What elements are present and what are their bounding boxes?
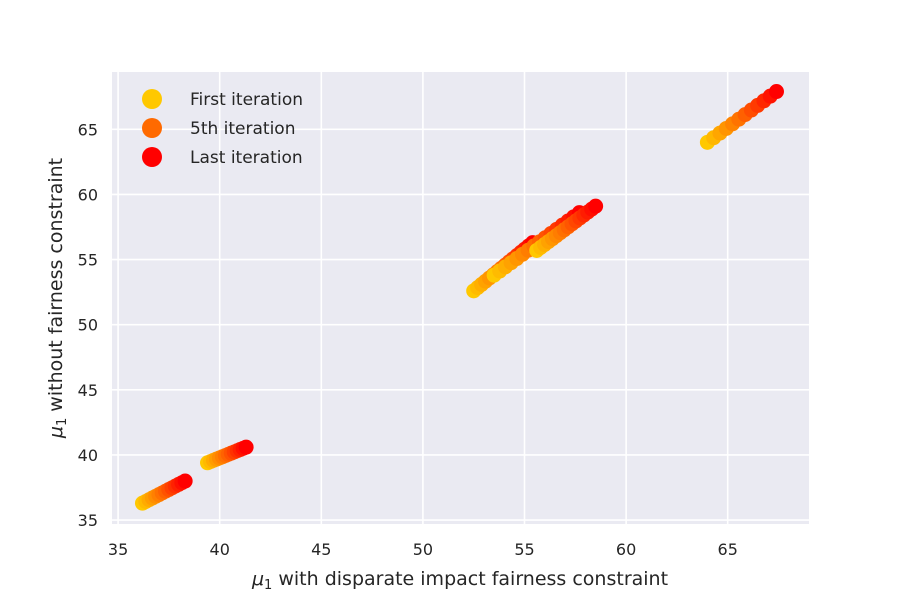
legend-marker-last	[142, 147, 162, 167]
legend-label-last: Last iteration	[190, 148, 303, 168]
x-tick-label: 40	[210, 540, 230, 559]
y-tick-label: 60	[78, 185, 98, 204]
legend-label-first: First iteration	[190, 90, 303, 110]
y-tick-label: 45	[78, 381, 98, 400]
x-axis-ticks: 35 40 45 50 55 60 65	[108, 540, 738, 559]
x-tick-label: 55	[514, 540, 534, 559]
legend-label-fifth: 5th iteration	[190, 119, 295, 139]
scatter-point	[768, 84, 784, 100]
y-tick-label: 40	[78, 446, 98, 465]
legend-marker-fifth	[142, 118, 162, 138]
scatter-point	[177, 473, 193, 489]
legend-marker-first	[142, 89, 162, 109]
y-tick-label: 65	[78, 120, 98, 139]
x-tick-label: 65	[718, 540, 738, 559]
data-points	[134, 84, 784, 511]
x-axis-label: μ1 with disparate impact fairness constr…	[251, 568, 668, 593]
legend: First iteration 5th iteration Last itera…	[142, 89, 303, 168]
y-axis-ticks: 35 40 45 50 55 60 65	[78, 120, 98, 530]
x-tick-label: 45	[311, 540, 331, 559]
scatter-point	[588, 198, 604, 214]
y-tick-label: 35	[78, 511, 98, 530]
y-axis-label: μ1 without fairness constraint	[45, 158, 70, 439]
y-tick-label: 55	[78, 251, 98, 270]
y-tick-label: 50	[78, 316, 98, 335]
x-tick-label: 60	[616, 540, 636, 559]
x-tick-label: 50	[413, 540, 433, 559]
x-tick-label: 35	[108, 540, 128, 559]
scatter-point	[238, 439, 254, 455]
